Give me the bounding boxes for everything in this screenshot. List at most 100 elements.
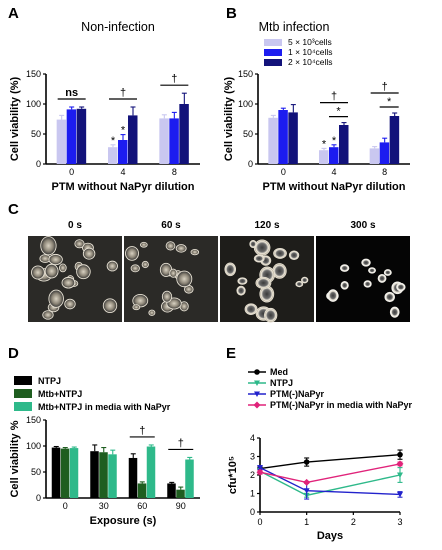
- x-tick-label: 2: [351, 517, 356, 527]
- bar: [379, 142, 390, 164]
- legend-label: PTM(-)NaPyr in media with NaPyr: [270, 400, 413, 410]
- legend-label: 1 × 10⁴cells: [288, 47, 333, 57]
- cell: [132, 304, 141, 311]
- cell: [74, 239, 85, 249]
- bar: [288, 112, 298, 164]
- bar: [167, 483, 176, 498]
- cell: [249, 240, 257, 249]
- bar: [108, 454, 117, 498]
- y-tick-label: 100: [238, 99, 253, 109]
- x-tick-label: 0: [69, 167, 74, 177]
- data-point: [396, 460, 404, 468]
- cell: [132, 294, 149, 308]
- significance-star: *: [332, 135, 337, 147]
- bar: [99, 452, 108, 498]
- y-axis-title: Cell viability (%): [223, 76, 235, 161]
- cell: [102, 298, 118, 313]
- cell: [64, 298, 76, 310]
- legend-label: 5 × 10³cells: [288, 37, 332, 47]
- data-point: [256, 468, 264, 476]
- cell: [58, 263, 67, 273]
- cell: [44, 263, 59, 279]
- frame-time-label: 300 s: [350, 220, 375, 231]
- x-tick-label: 1: [304, 517, 309, 527]
- legend-marker: [254, 380, 260, 386]
- micrograph-strip: 0 s 60 s 120 s 300 s: [28, 220, 410, 323]
- y-tick-label: 150: [26, 415, 41, 425]
- cell: [244, 303, 258, 316]
- cell: [389, 306, 400, 318]
- panel-letter-c: C: [8, 201, 19, 218]
- cell: [363, 280, 372, 288]
- x-tick-label: 60: [137, 501, 147, 511]
- cell: [396, 282, 406, 292]
- legend-label: 2 × 10⁴cells: [288, 57, 333, 67]
- bar: [185, 459, 194, 498]
- cell: [224, 262, 237, 277]
- y-tick-label: 0: [36, 159, 41, 169]
- bar: [169, 118, 179, 164]
- x-axis-title: PTM without NaPyr dilution: [52, 181, 195, 193]
- significance-star: *: [111, 135, 116, 147]
- bar: [278, 110, 288, 164]
- bar: [76, 108, 87, 164]
- significance-label: †: [139, 425, 145, 437]
- x-axis-title: PTM without NaPyr dilution: [263, 181, 406, 193]
- cell: [273, 247, 287, 259]
- x-tick-label: 30: [99, 501, 109, 511]
- x-tick-label: 4: [331, 167, 336, 177]
- y-tick-label: 100: [26, 441, 41, 451]
- data-point: [397, 472, 403, 478]
- bar: [56, 119, 67, 164]
- significance-label: †: [120, 87, 126, 99]
- legend-swatch: [264, 59, 282, 66]
- frame-time-label: 60 s: [161, 220, 181, 231]
- bar: [176, 489, 185, 498]
- cell: [82, 247, 96, 260]
- chart-e: 0 1 2 3 4 0 1 2 3 Days cfu*10⁵ MedNTPJPTM(-)NaPyrPT…: [227, 367, 413, 542]
- y-axis-title: cfu*10⁵: [227, 456, 239, 494]
- legend-label: Mtb+NTPJ: [38, 389, 82, 399]
- cell: [368, 267, 376, 274]
- significance-label: †: [331, 91, 337, 103]
- data-point: [303, 459, 310, 465]
- y-tick-label: 2: [250, 470, 255, 480]
- legend-label: NTPJ: [38, 376, 61, 386]
- cell: [340, 281, 349, 290]
- cell: [176, 270, 193, 288]
- y-tick-label: 0: [248, 159, 253, 169]
- cell: [236, 285, 246, 296]
- cell: [106, 260, 118, 272]
- data-point: [397, 451, 403, 458]
- legend-label: PTM(-)NaPyr: [270, 389, 325, 399]
- significance-label: *: [336, 106, 341, 118]
- x-axis-title: Days: [317, 530, 343, 542]
- y-axis-title: Cell viability (%): [9, 76, 21, 161]
- x-axis-title: Exposure (s): [90, 515, 157, 527]
- bar: [69, 448, 79, 498]
- cell: [361, 258, 371, 267]
- panel-letter-a: A: [8, 5, 19, 22]
- chart-b: 0 50 100 150 0 4 8 † * † * * * PTM without NaPyr dilu…: [223, 37, 410, 193]
- significance-star: *: [322, 138, 327, 150]
- cell: [148, 309, 156, 316]
- y-axis-title: Cell viability %: [9, 420, 21, 497]
- cell: [255, 276, 272, 290]
- data-point: [303, 478, 311, 486]
- x-tick-label: 0: [257, 517, 262, 527]
- legend-swatch: [264, 49, 282, 56]
- cell: [125, 246, 139, 261]
- x-tick-label: 0: [63, 501, 68, 511]
- cell: [165, 241, 176, 251]
- frame-time-label: 120 s: [254, 220, 279, 231]
- x-tick-label: 3: [397, 517, 402, 527]
- cell: [141, 260, 149, 269]
- cell: [190, 248, 200, 256]
- legend-label: NTPJ: [270, 378, 293, 388]
- cell: [175, 244, 187, 253]
- bar: [339, 125, 349, 164]
- cell: [61, 276, 76, 289]
- frame-time-label: 0 s: [68, 220, 82, 231]
- y-tick-label: 1: [250, 489, 255, 499]
